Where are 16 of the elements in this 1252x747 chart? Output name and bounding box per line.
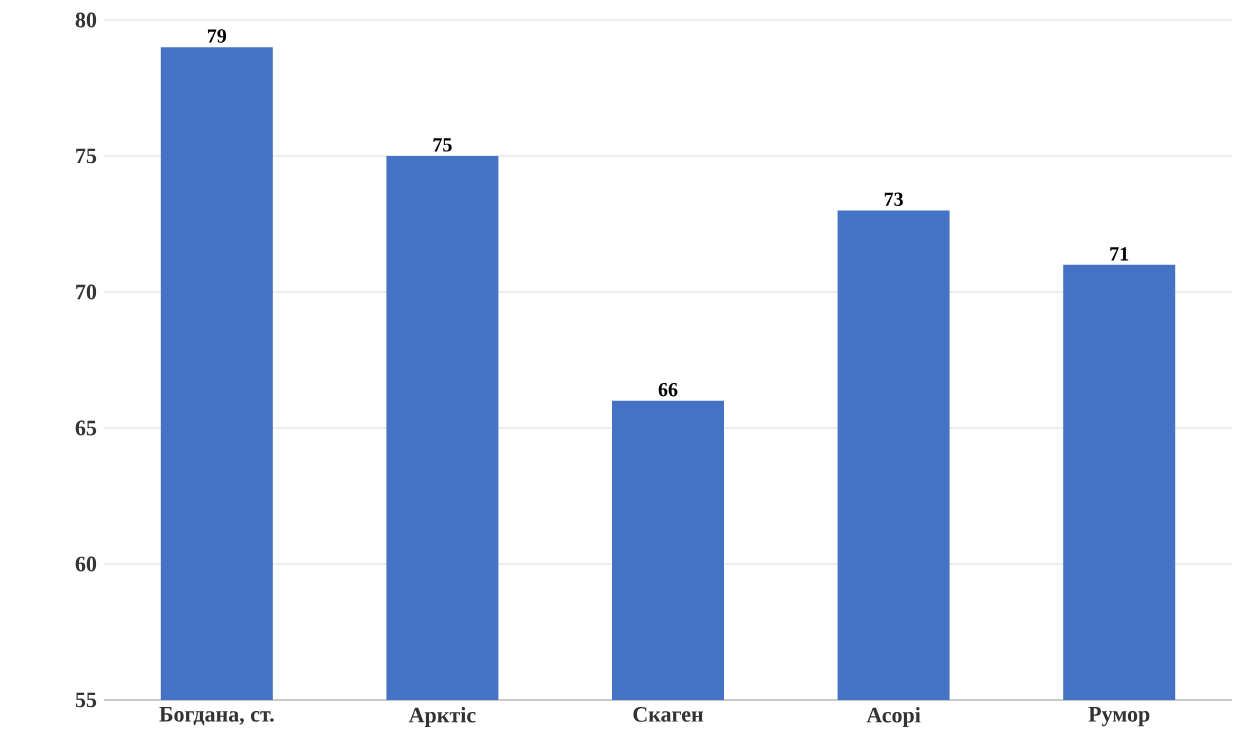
y-tick-label: 80 [75, 12, 97, 28]
y-tick-label: 70 [76, 284, 97, 300]
data-label: 71 [1110, 247, 1129, 261]
y-tick-label: 65 [75, 420, 97, 436]
data-label: 79 [207, 29, 227, 43]
x-tick-label: Скаген [633, 707, 704, 722]
y-tick-label: 60 [75, 556, 97, 572]
y-tick-label: 55 [75, 692, 97, 708]
data-label: 66 [658, 382, 678, 397]
x-tick-label: Богдана, ст. [159, 707, 274, 726]
y-tick-label: 75 [76, 148, 97, 164]
x-tick-label: Асорі [866, 707, 921, 727]
data-label: 75 [433, 138, 452, 152]
x-tick-label: Арктіс [408, 707, 476, 727]
data-label: 73 [884, 192, 903, 206]
x-tick-label: Румор [1088, 707, 1150, 727]
